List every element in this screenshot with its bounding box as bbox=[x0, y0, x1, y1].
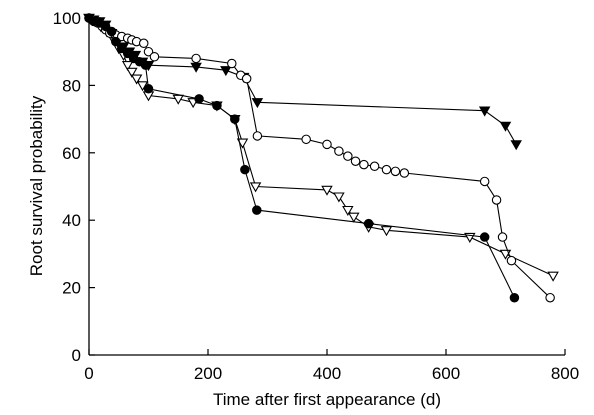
x-tick-label: 0 bbox=[84, 364, 93, 383]
data-point bbox=[348, 212, 360, 223]
data-point bbox=[138, 38, 149, 49]
series-open-circle bbox=[84, 13, 555, 303]
data-point bbox=[122, 48, 133, 59]
series-line bbox=[88, 17, 517, 145]
data-point bbox=[350, 156, 361, 166]
data-point bbox=[252, 131, 263, 141]
y-tick-label: 100 bbox=[53, 9, 81, 28]
data-point bbox=[343, 151, 353, 161]
data-point bbox=[510, 140, 522, 151]
data-point bbox=[334, 146, 344, 156]
data-point bbox=[241, 73, 252, 84]
data-point bbox=[363, 218, 374, 229]
data-point bbox=[121, 61, 134, 72]
y-tick-label: 0 bbox=[72, 346, 81, 365]
data-point bbox=[497, 232, 508, 242]
y-tick-label: 60 bbox=[62, 144, 81, 163]
data-point bbox=[478, 106, 491, 117]
x-tick-label: 400 bbox=[313, 364, 341, 383]
data-point bbox=[479, 232, 490, 242]
data-point bbox=[252, 205, 262, 215]
data-point bbox=[321, 185, 333, 196]
y-tick-label: 20 bbox=[62, 279, 81, 298]
data-point bbox=[359, 159, 369, 170]
data-point bbox=[509, 292, 520, 303]
data-point bbox=[381, 164, 392, 175]
data-point bbox=[369, 161, 380, 172]
data-point bbox=[143, 84, 154, 94]
data-point bbox=[499, 121, 512, 132]
data-point bbox=[479, 176, 490, 187]
data-point bbox=[390, 166, 401, 177]
data-point bbox=[212, 100, 222, 111]
data-point bbox=[380, 226, 393, 237]
series-filled-triangle-down bbox=[83, 13, 522, 151]
data-point bbox=[149, 52, 160, 62]
data-point bbox=[399, 168, 410, 178]
data-point bbox=[301, 134, 311, 145]
data-point bbox=[230, 114, 240, 124]
data-point bbox=[140, 60, 151, 70]
x-axis-title: Time after first appearance (d) bbox=[213, 390, 441, 409]
data-point bbox=[240, 164, 250, 175]
data-point bbox=[116, 43, 127, 54]
series-filled-circle bbox=[84, 13, 520, 303]
data-point bbox=[190, 62, 202, 73]
y-axis-title: Root survival probability bbox=[27, 95, 46, 276]
x-tick-label: 800 bbox=[551, 364, 579, 383]
x-tick-label: 600 bbox=[432, 364, 460, 383]
data-point bbox=[111, 36, 121, 47]
data-point bbox=[251, 98, 264, 109]
data-point bbox=[100, 21, 111, 32]
data-point bbox=[545, 292, 555, 303]
x-tick-label: 200 bbox=[194, 364, 222, 383]
data-point bbox=[220, 66, 232, 77]
series-line bbox=[88, 17, 551, 299]
data-point bbox=[506, 255, 517, 266]
data-point bbox=[322, 139, 332, 150]
data-point bbox=[491, 195, 502, 205]
data-point bbox=[143, 46, 154, 57]
data-point bbox=[547, 271, 559, 282]
data-point bbox=[249, 182, 262, 193]
data-point bbox=[130, 74, 143, 85]
y-tick-label: 40 bbox=[62, 211, 81, 230]
data-point bbox=[333, 192, 345, 203]
data-point bbox=[194, 94, 204, 104]
plot-area bbox=[83, 13, 559, 303]
x-axis: 0 200 400 600 800 bbox=[84, 349, 579, 383]
data-point bbox=[106, 26, 117, 37]
y-axis: 0 20 40 60 80 100 bbox=[53, 9, 95, 365]
data-point bbox=[342, 205, 354, 216]
y-tick-label: 80 bbox=[62, 76, 81, 95]
data-point bbox=[191, 53, 201, 64]
data-point bbox=[126, 67, 138, 78]
data-point bbox=[227, 58, 237, 69]
